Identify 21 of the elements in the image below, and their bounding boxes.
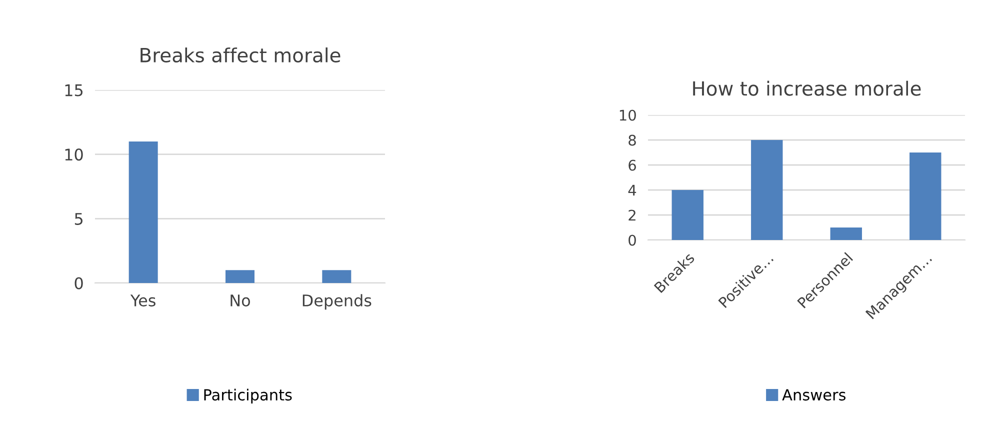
y-tick-label: 10 (620, 110, 636, 121)
bar (830, 228, 862, 240)
x-tick-label: Depends (302, 294, 372, 310)
y-tick-label: 10 (65, 148, 83, 161)
chart-title: Breaks affect morale (140, 47, 340, 62)
bar (751, 140, 783, 240)
bar (910, 152, 942, 240)
bar (672, 190, 704, 240)
y-tick-label: 8 (628, 134, 636, 146)
y-tick-label: 5 (74, 213, 82, 225)
chart-title: How to increase morale (693, 80, 921, 96)
y-tick-label: 4 (628, 184, 636, 196)
y-tick-label: 2 (628, 210, 636, 221)
y-tick-label: 0 (628, 234, 636, 246)
y-tick-label: 15 (65, 84, 82, 96)
y-tick-label: 6 (628, 160, 636, 171)
legend-label: Participants (204, 388, 292, 404)
y-tick-label: 0 (74, 277, 83, 290)
x-tick-label: Yes (130, 294, 156, 306)
x-tick-label: No (230, 294, 250, 306)
legend-label: Answers (782, 389, 846, 401)
